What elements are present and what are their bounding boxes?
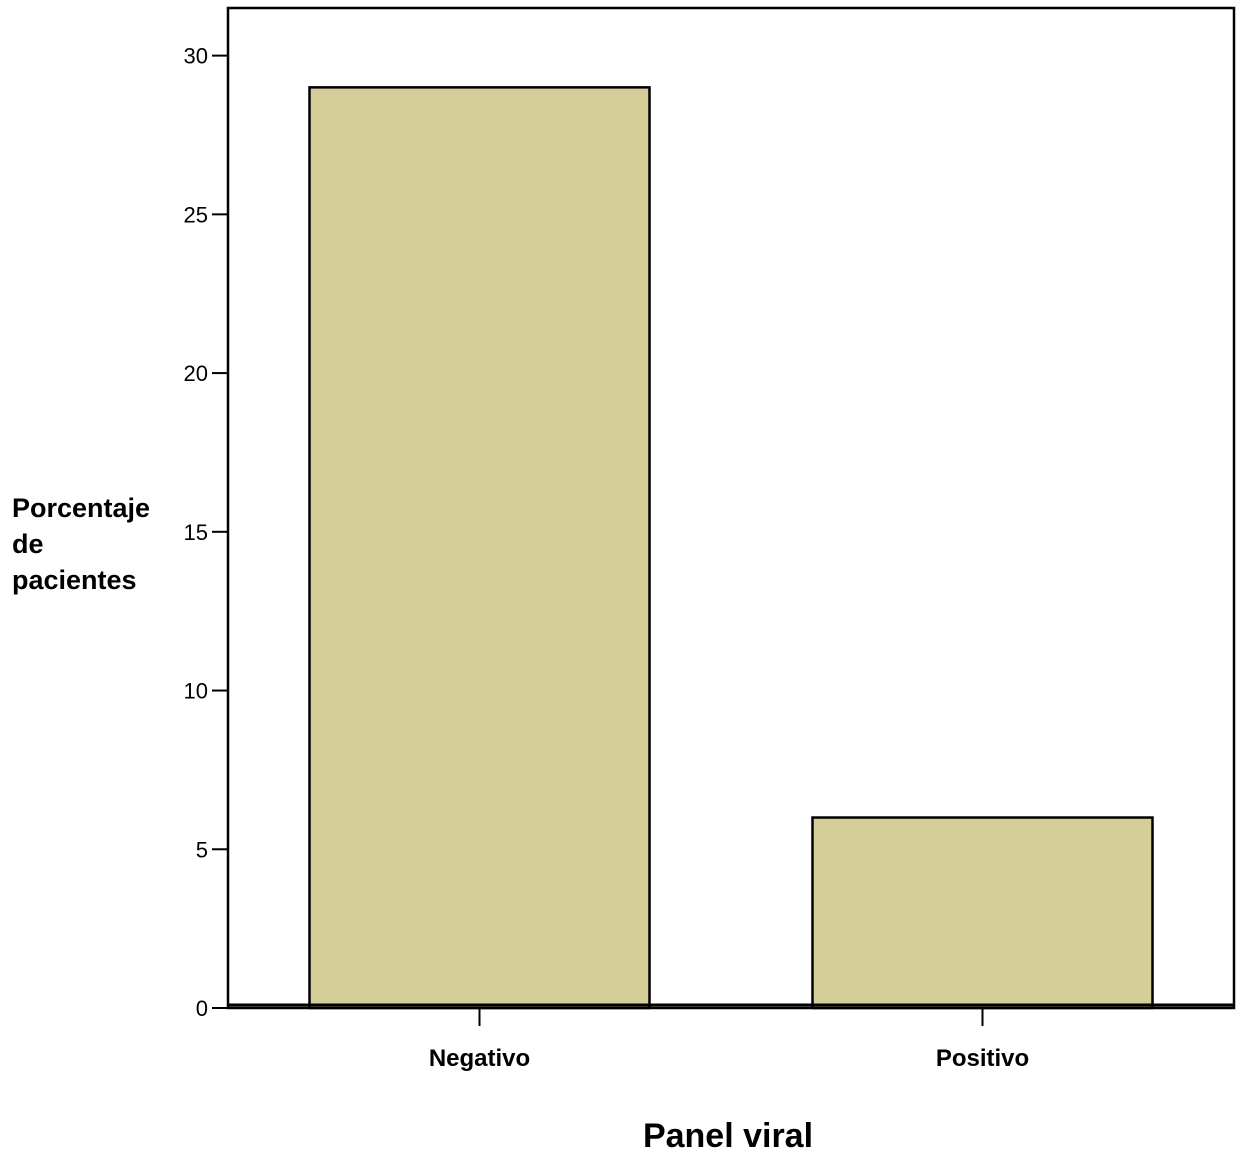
bars [308, 86, 1154, 1010]
y-axis-title-line-3: pacientes [12, 565, 137, 595]
bar-positivo [811, 816, 1154, 1010]
y-tick-label: 20 [184, 361, 208, 386]
y-axis: 0 5 10 15 20 25 30 [184, 44, 228, 1021]
x-tick-label: Positivo [936, 1045, 1029, 1072]
x-axis-title: Panel viral [643, 1117, 813, 1154]
y-tick-label: 5 [196, 837, 208, 862]
y-tick-label: 30 [184, 44, 208, 69]
y-axis-title-line-2: de [12, 529, 44, 559]
y-tick-label: 15 [184, 520, 208, 545]
y-axis-title-line-1: Porcentaje [12, 493, 151, 523]
y-tick-label: 10 [184, 679, 208, 704]
y-axis-title: Porcentaje de pacientes [12, 490, 150, 598]
bar-negativo [308, 86, 651, 1010]
y-tick-label: 0 [196, 996, 208, 1021]
x-tick-label: Negativo [429, 1045, 530, 1072]
x-axis: Negativo Positivo [429, 1008, 1029, 1072]
y-tick-label: 25 [184, 202, 208, 227]
